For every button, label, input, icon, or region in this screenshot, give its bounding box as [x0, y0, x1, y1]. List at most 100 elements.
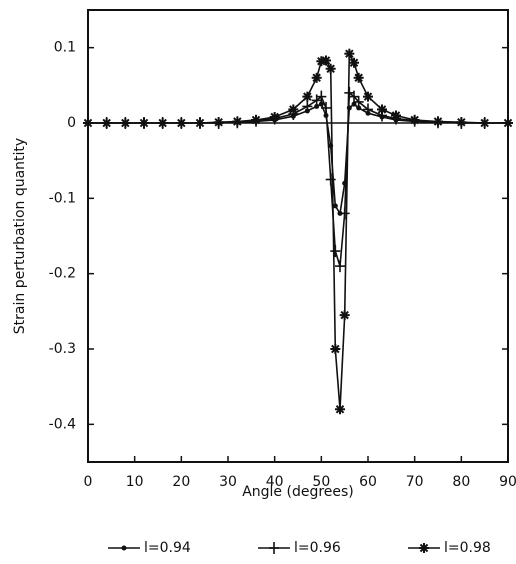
- legend-label: l=0.96: [294, 540, 341, 556]
- marker-stroke: [139, 118, 149, 128]
- marker-stroke: [410, 115, 419, 125]
- data-point: [321, 55, 331, 66]
- marker-circle: [356, 105, 362, 111]
- legend-item: l=0.94: [108, 540, 191, 556]
- data-point: [353, 72, 364, 83]
- data-point: [325, 63, 336, 74]
- y-axis-label: Strain perturbation quantity: [12, 138, 28, 334]
- marker-circle: [351, 101, 357, 107]
- x-tick-label: 80: [452, 474, 470, 490]
- x-axis-label: Angle (degrees): [242, 484, 354, 500]
- marker-stroke: [457, 118, 466, 127]
- data-point: [139, 118, 149, 128]
- data-point: [433, 116, 443, 127]
- data-point: [351, 101, 357, 107]
- marker-stroke: [158, 118, 167, 128]
- marker-circle: [314, 103, 320, 109]
- data-point: [176, 118, 187, 128]
- x-tick-label: 50: [312, 474, 330, 490]
- legend-item: l=0.98: [408, 540, 491, 556]
- marker-stroke: [391, 111, 401, 120]
- x-tick-label: 40: [266, 474, 284, 490]
- legend-label: l=0.98: [444, 540, 491, 556]
- data-point: [302, 100, 313, 113]
- marker-stroke: [433, 117, 443, 126]
- plot-frame: [87, 9, 509, 463]
- y-tick-label: -0.1: [49, 190, 76, 206]
- data-point: [318, 101, 324, 107]
- data-point: [269, 111, 280, 122]
- y-tick-label: -0.2: [49, 266, 76, 282]
- data-point: [325, 173, 336, 186]
- data-point: [314, 103, 320, 109]
- marker-stroke: [121, 118, 130, 128]
- data-point: [335, 404, 345, 415]
- marker-stroke: [345, 49, 354, 58]
- data-point: [251, 114, 261, 125]
- marker-stroke: [335, 405, 345, 414]
- x-tick-label: 0: [84, 474, 93, 490]
- marker-stroke: [195, 118, 205, 128]
- marker-stroke: [233, 117, 242, 126]
- marker-stroke: [363, 92, 373, 101]
- marker-stroke: [503, 118, 513, 128]
- marker-stroke: [303, 92, 312, 101]
- y-tick-label: -0.3: [49, 341, 76, 357]
- data-point: [120, 118, 131, 128]
- data-point: [330, 344, 341, 354]
- marker-stroke: [340, 310, 349, 320]
- data-point: [83, 118, 93, 128]
- marker-stroke: [321, 56, 331, 65]
- marker-circle: [318, 101, 324, 107]
- series-line: [88, 53, 508, 410]
- legend-label: l=0.94: [144, 540, 191, 556]
- marker-stroke: [349, 58, 359, 67]
- marker-stroke: [102, 118, 111, 128]
- marker-stroke: [289, 105, 298, 114]
- data-point: [195, 118, 205, 128]
- marker-stroke: [270, 112, 279, 122]
- data-point: [288, 104, 299, 115]
- marker-stroke: [214, 118, 223, 127]
- data-point: [349, 57, 359, 68]
- data-point: [356, 105, 362, 111]
- marker-stroke: [312, 73, 321, 83]
- data-point: [321, 101, 331, 114]
- y-tick-label: 0.1: [54, 40, 76, 56]
- y-tick-label: -0.4: [49, 416, 76, 432]
- series-line: [88, 103, 508, 216]
- x-tick-label: 90: [499, 474, 516, 490]
- marker-stroke: [419, 543, 429, 553]
- data-point: [311, 72, 322, 83]
- data-point: [363, 103, 373, 116]
- data-point: [391, 110, 401, 121]
- x-tick-label: 60: [359, 474, 377, 490]
- data-point: [339, 207, 350, 220]
- data-point: [101, 118, 112, 128]
- x-tick-label: 10: [126, 474, 144, 490]
- data-point: [330, 245, 341, 258]
- marker-stroke: [354, 73, 363, 83]
- data-point: [353, 95, 364, 108]
- data-point: [332, 203, 338, 209]
- legend-item: l=0.96: [258, 540, 341, 556]
- marker-circle: [121, 545, 127, 551]
- data-point: [409, 114, 420, 125]
- x-tick-label: 20: [172, 474, 190, 490]
- data-point: [302, 91, 313, 102]
- marker-stroke: [377, 105, 387, 114]
- data-point: [316, 90, 327, 103]
- marker-stroke: [251, 115, 261, 125]
- data-point: [377, 104, 387, 115]
- y-tick-label: 0: [67, 115, 76, 131]
- data-point: [213, 117, 224, 128]
- data-point: [335, 260, 345, 273]
- marker-stroke: [177, 118, 186, 128]
- data-point: [456, 117, 467, 128]
- marker-stroke: [326, 64, 335, 74]
- data-point: [339, 310, 350, 321]
- data-point: [157, 118, 168, 128]
- x-tick-label: 30: [219, 474, 237, 490]
- marker-stroke: [331, 344, 340, 354]
